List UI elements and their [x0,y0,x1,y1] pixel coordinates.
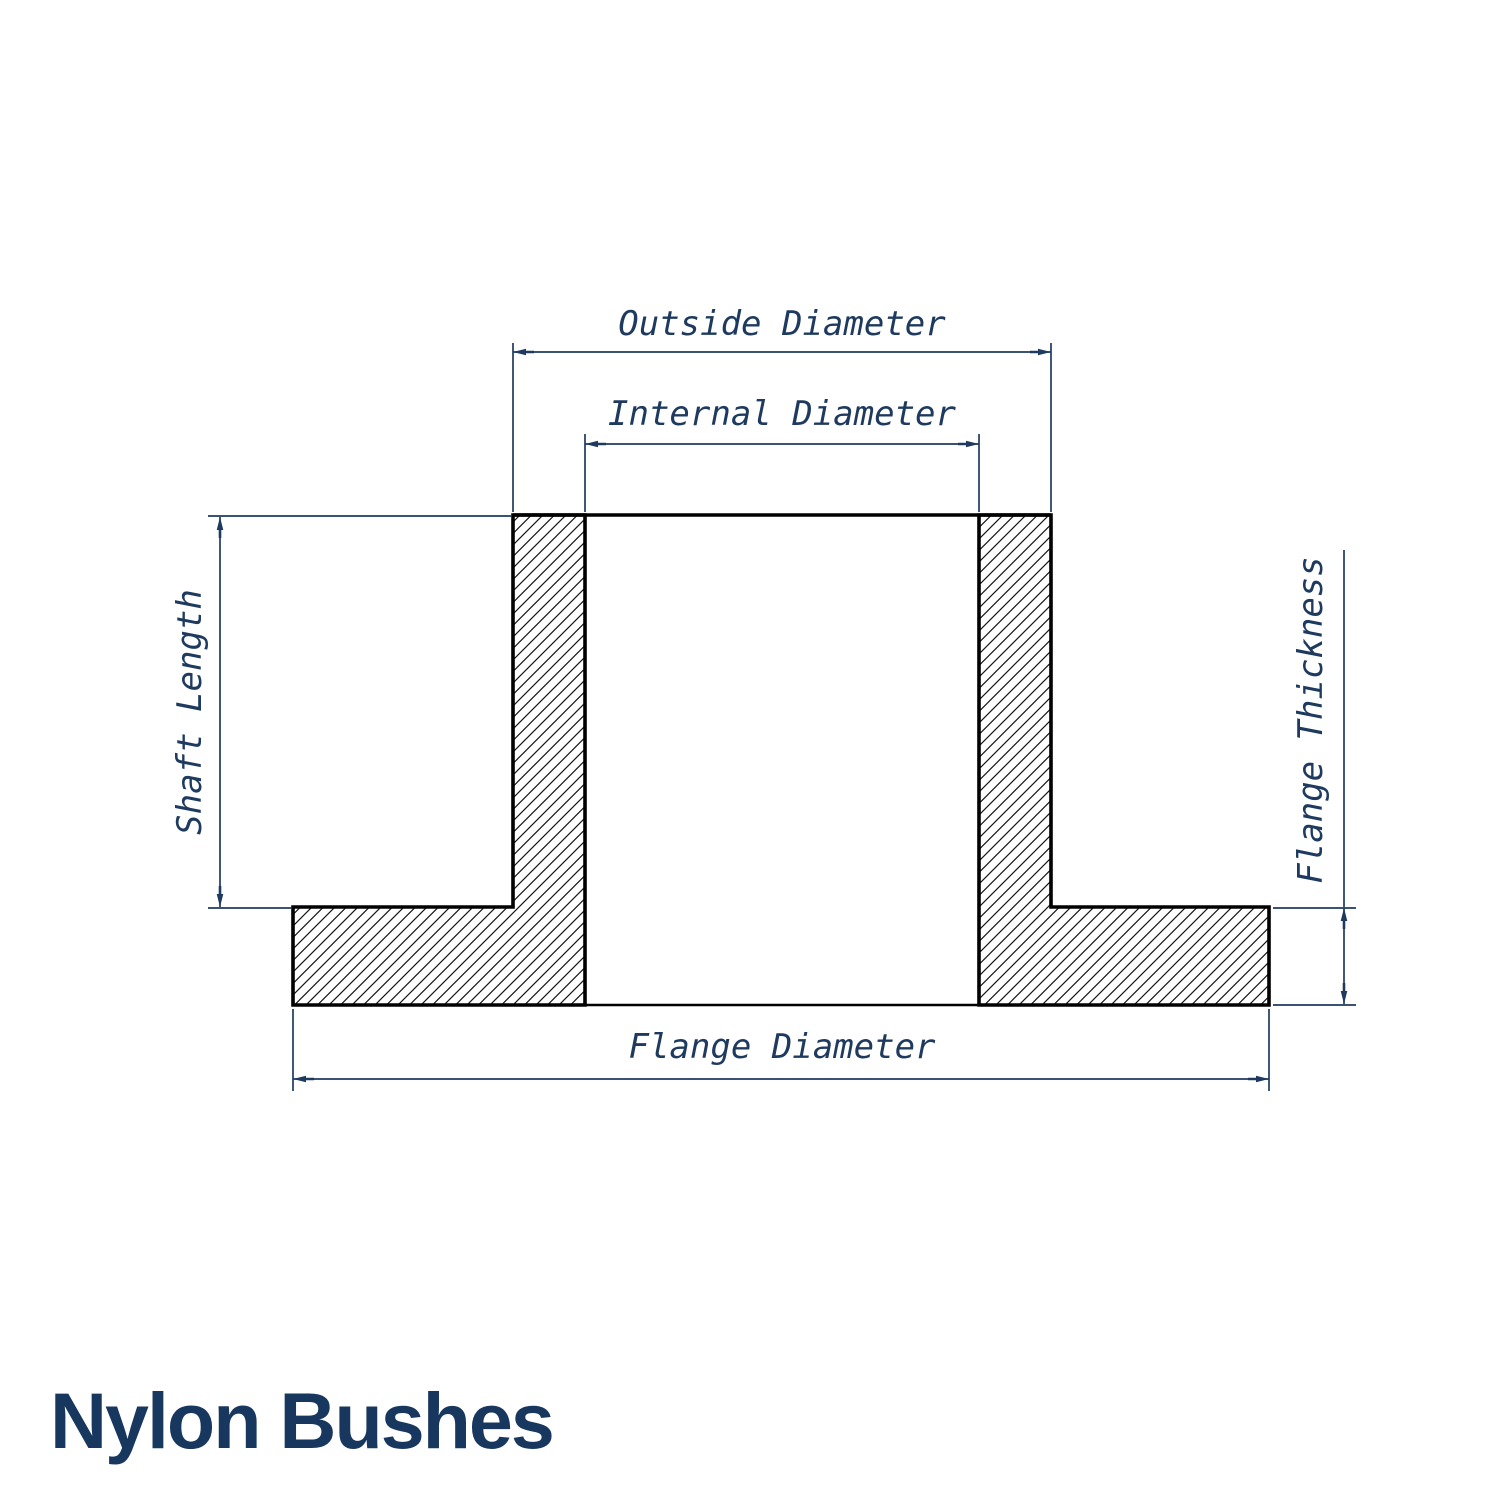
label-flange-thickness: Flange Thickness [1291,556,1331,884]
bush-left-section [291,513,587,1007]
dimension-outside-diameter: Outside Diameter [512,304,1052,512]
label-outside-diameter: Outside Diameter [618,304,946,344]
dimension-flange-diameter: Flange Diameter [292,1009,1270,1091]
bush-geometry [291,513,1271,1007]
bush-right-section [977,513,1271,1007]
label-shaft-length: Shaft Length [170,589,210,835]
dimension-internal-diameter: Internal Diameter [584,394,980,512]
label-internal-diameter: Internal Diameter [608,394,957,434]
page-title: Nylon Bushes [50,1376,555,1465]
label-flange-diameter: Flange Diameter [628,1027,936,1067]
dimension-shaft-length: Shaft Length [170,515,511,909]
dimension-flange-thickness: Flange Thickness [1273,550,1356,1006]
